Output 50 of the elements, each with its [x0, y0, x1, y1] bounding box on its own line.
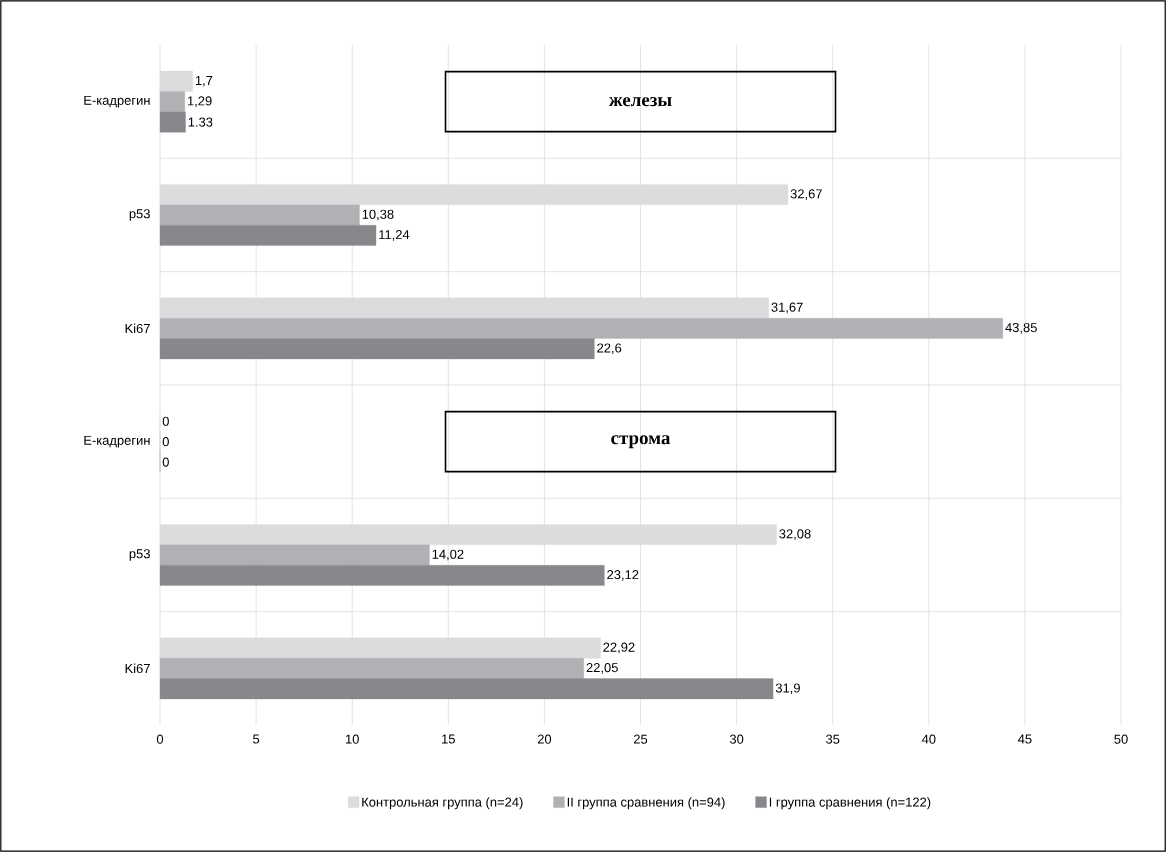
bar: [159, 657, 584, 679]
x-tick-label: 40: [921, 734, 936, 744]
data-label: 14,02: [432, 549, 464, 561]
y-tick-label: Е-кадрегин: [84, 435, 150, 448]
bar: [159, 91, 185, 113]
y-tick-label: Ki67: [125, 663, 150, 674]
data-label: 10,38: [362, 209, 394, 221]
x-tick-label: 45: [1018, 734, 1032, 744]
annotation: железы: [608, 97, 672, 107]
data-label: 0: [162, 416, 169, 426]
x-tick-label: 15: [442, 734, 455, 744]
data-label: 11,24: [379, 230, 410, 241]
x-tick-label: 5: [253, 734, 260, 744]
data-label: 31,67: [771, 302, 803, 314]
legend-label: Контрольная группа (n=24): [362, 797, 523, 810]
data-label: 22,05: [586, 662, 618, 674]
x-tick-label: 30: [729, 734, 744, 744]
data-label: 43,85: [1005, 322, 1037, 334]
bar: [159, 204, 360, 226]
data-label: 32,67: [790, 189, 822, 200]
data-label: 1,29: [187, 96, 212, 108]
y-tick-label: Е-кадрегин: [84, 95, 150, 108]
x-tick-label: 20: [537, 734, 552, 744]
data-label: 1.33: [188, 117, 213, 127]
bar: [159, 544, 430, 566]
data-label: 1,7: [195, 75, 213, 87]
data-label: 31,9: [775, 683, 800, 695]
y-tick-label: p53: [129, 549, 150, 561]
bar: [159, 338, 595, 360]
data-label: 0: [162, 437, 169, 447]
y-tick-label: p53: [129, 209, 150, 221]
x-tick-label: 25: [633, 734, 648, 744]
x-tick-label: 0: [156, 734, 164, 744]
legend-label: II группа сравнения (n=94): [567, 797, 725, 810]
data-label: 22,92: [603, 642, 635, 654]
data-label: 22,6: [597, 343, 622, 355]
y-tick-label: Ki67: [125, 323, 150, 334]
data-label: 23,12: [607, 570, 639, 581]
bar: [159, 678, 774, 700]
data-label: 0: [162, 457, 169, 467]
x-tick-label: 10: [345, 734, 359, 744]
bar: [159, 111, 186, 133]
legend-label: I группа сравнения (n=122): [769, 797, 931, 810]
bar: [159, 565, 605, 586]
bar: [159, 225, 377, 246]
annotation: строма: [611, 435, 671, 449]
x-tick-label: 50: [1114, 734, 1128, 744]
x-tick-label: 35: [826, 734, 840, 744]
data-label: 32,08: [779, 529, 811, 540]
bar: [159, 317, 1003, 339]
